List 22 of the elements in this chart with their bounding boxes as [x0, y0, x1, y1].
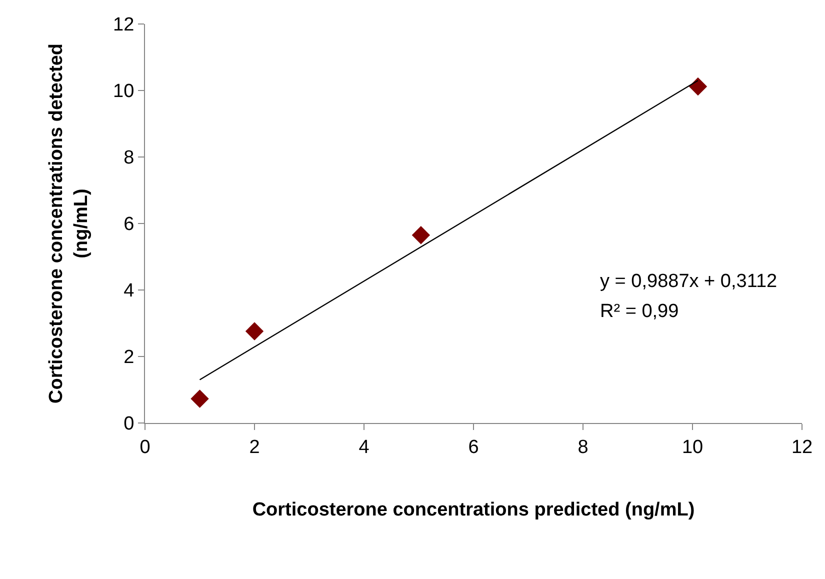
y-tick-label: 2: [124, 347, 134, 368]
x-axis-title: Corticosterone concentrations predicted (ng/mL): [252, 500, 695, 521]
y-tick-label: 8: [124, 148, 134, 169]
point: [412, 226, 430, 244]
x-tick-label: 8: [578, 436, 588, 458]
point: [245, 322, 264, 340]
y-tick-label: 0: [124, 414, 134, 435]
y-tick-label: 6: [124, 214, 134, 236]
y-tick-label: 12: [113, 14, 134, 36]
x-tick-label: 4: [358, 436, 370, 458]
y-tick-label: 4: [124, 280, 135, 302]
annotation: R² = 0,99: [600, 301, 679, 322]
x-tick-label: 10: [682, 436, 704, 458]
y-axis-title: Corticosterone concentrations detected (ng/mL): [46, 43, 92, 404]
x-tick-label: 0: [140, 436, 150, 458]
x-tick-label: 6: [468, 436, 479, 458]
y-tick-label: 10: [113, 81, 134, 102]
point: [190, 390, 209, 408]
annotation: y = 0,9887x + 0,3112: [600, 271, 778, 292]
x-tick-label: 12: [791, 436, 813, 458]
x-tick-label: 2: [249, 436, 260, 458]
point: [688, 77, 708, 96]
